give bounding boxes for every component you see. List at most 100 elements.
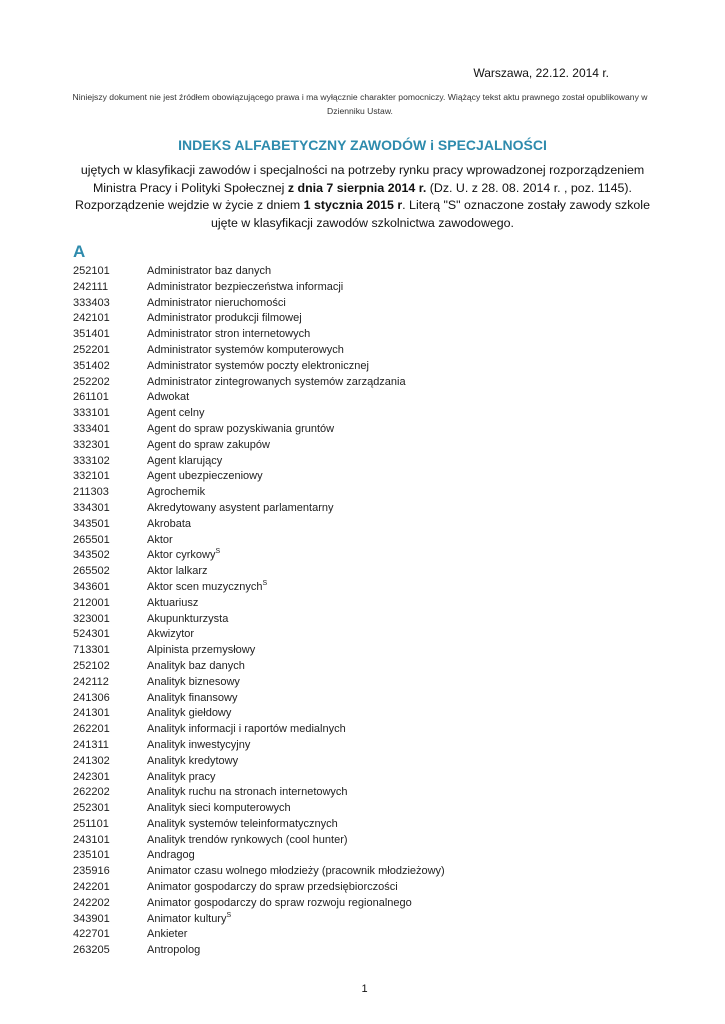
occupation-name: Animator czasu wolnego młodzieży (pracow… [147,864,445,880]
occupation-code: 235916 [73,865,110,878]
occupation-name: Analityk ruchu na stronach internetowych [147,785,348,801]
occupation-name: Analityk trendów rynkowych (cool hunter) [147,833,348,849]
occupation-name-text: Administrator stron internetowych [147,328,311,341]
occupation-name: Analityk giełdowy [147,706,231,722]
occupation-name-text: Alpinista przemysłowy [147,644,256,657]
occupation-code: 422701 [73,928,110,941]
occupation-name-text: Animator czasu wolnego młodzieży (pracow… [147,865,445,878]
document-date: Warszawa, 22.12. 2014 r. [473,66,609,80]
occupation-name: Analityk informacji i raportów medialnyc… [147,722,346,738]
page-number: 1 [361,983,368,995]
occupation-name: Administrator bezpieczeństwa informacji [147,280,343,296]
occupation-name: Aktor lalkarz [147,564,208,580]
occupation-name-text: Agent celny [147,407,205,420]
occupation-code: 251101 [73,817,109,830]
disclaimer: Niniejszy dokument nie jest źródłem obow… [72,92,648,116]
occupation-code: 252202 [73,375,110,388]
intro-text: . Literą "S" oznaczone zostały zawody sz… [210,198,650,230]
occupation-name: Administrator stron internetowych [147,327,310,343]
occupation-name: Adwokat [147,390,189,406]
occupation-code: 343502 [73,549,110,562]
occupation-name: Animator gospodarczy do spraw przedsiębi… [147,880,398,896]
occupation-name: Aktor [147,533,173,549]
occupation-name: Analityk systemów teleinformatycznych [147,817,338,833]
occupation-name-text: Analityk finansowy [147,691,238,704]
intro-text: (Dz. U. z 28. 08. 2014 r. , poz. 1145). … [75,180,632,213]
occupation-code: 332301 [73,438,110,451]
occupation-code: 262202 [73,786,110,799]
occupation-code: 242101 [73,312,110,325]
occupation-code: 351402 [73,359,110,372]
occupation-name: Analityk baz danych [147,659,245,675]
intro-text: ujętych w klasyfikacji zawodów i specjal… [80,163,645,195]
occupation-code: 713301 [73,644,110,657]
occupation-name: Administrator baz danych [147,264,271,280]
occupation-name-text: Analityk giełdowy [147,707,232,720]
occupation-name: Agent celny [147,406,204,422]
occupation-name: Alpinista przemysłowy [147,643,255,659]
occupation-name-text: Administrator baz danych [147,265,272,277]
occupation-name: Ankieter [147,927,187,943]
occupation-name: Agent do spraw pozyskiwania gruntów [147,422,334,438]
occupation-code: 333101 [73,407,110,420]
occupation-name: Administrator systemów komputerowych [147,343,344,359]
occupation-code: 261101 [73,391,109,404]
occupation-name-text: Administrator systemów komputerowych [147,343,344,356]
occupation-code: 242111 [73,280,109,293]
occupation-name: Andragog [147,848,195,864]
occupation-code: 242301 [73,770,110,783]
occupation-name-text: Analityk sieci komputerowych [147,802,291,815]
occupation-name: Administrator nieruchomości [147,296,286,312]
occupation-name-text: Agent do spraw pozyskiwania gruntów [147,422,335,435]
occupation-name-text: Administrator zintegrowanych systemów za… [147,375,406,388]
occupation-code: 242112 [73,675,109,688]
occupation-name: Administrator zintegrowanych systemów za… [147,375,406,391]
occupation-code: 252201 [73,343,110,356]
occupation-name: Animator kulturyS [147,912,231,928]
occupation-code: 252301 [73,802,110,815]
occupation-name-text: Analityk baz danych [147,659,245,672]
occupation-name-text: Aktor scen muzycznych [147,580,263,593]
occupation-name: Agent do spraw zakupów [147,438,270,454]
occupation-name: Aktuariusz [147,596,198,612]
occupation-code: 333401 [73,422,110,435]
occupation-code: 343501 [73,517,110,530]
occupation-name-text: Agent do spraw zakupów [147,438,270,451]
occupation-code: 212001 [73,596,110,609]
occupation-name: Agent ubezpieczeniowy [147,469,263,485]
occupation-code: 242201 [73,881,110,894]
occupation-name: Akrobata [147,517,191,533]
document-title: INDEKS ALFABETYCZNY ZAWODÓW i SPECJALNOŚ… [178,137,547,153]
occupation-code: 524301 [73,628,110,641]
occupation-name-text: Analityk biznesowy [147,675,240,688]
occupation-name-text: Analityk pracy [147,770,216,783]
occupation-code: 252101 [73,265,110,277]
occupation-code: 252102 [73,659,110,672]
occupation-code: 241301 [73,707,110,720]
occupation-name: Antropolog [147,943,200,959]
occupation-name-text: Ankieter [147,928,188,941]
occupation-name-text: Administrator systemów poczty elektronic… [147,359,369,372]
occupation-name: Administrator produkcji filmowej [147,311,302,327]
occupation-name: Analityk pracy [147,770,215,786]
occupation-name: Administrator systemów poczty elektronic… [147,359,369,375]
occupation-name-text: Aktor lalkarz [147,565,208,578]
occupation-name: Analityk inwestycyjny [147,738,250,754]
occupation-name: Agrochemik [147,485,205,501]
occupation-code: 241311 [73,738,109,751]
occupation-name-text: Aktor [147,533,173,546]
occupation-name: Aktor cyrkowyS [147,548,220,564]
occupation-name-text: Akredytowany asystent parlamentarny [147,501,334,514]
school-occupation-marker: S [226,911,232,919]
occupation-name-text: Akrobata [147,517,192,530]
occupation-code: 265502 [73,565,110,578]
occupation-code: 343601 [73,580,110,593]
occupation-name-text: Aktuariusz [147,596,199,609]
occupation-name-text: Analityk trendów rynkowych (cool hunter) [147,833,348,846]
occupation-code: 235101 [73,849,110,862]
occupation-name: Akredytowany asystent parlamentarny [147,501,333,517]
occupation-name: Animator gospodarczy do spraw rozwoju re… [147,896,412,912]
occupation-code: 243101 [73,833,110,846]
occupation-code: 343901 [73,912,110,925]
occupation-code: 334301 [73,501,110,514]
